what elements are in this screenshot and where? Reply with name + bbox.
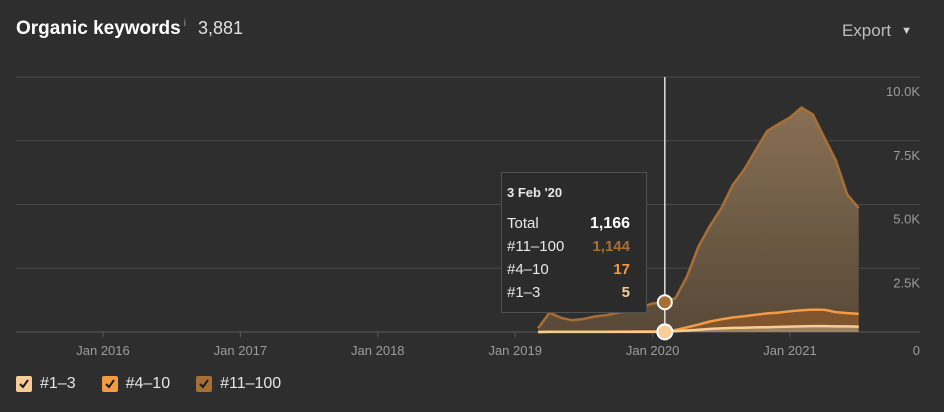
- x-tick-label: Jan 2016: [76, 343, 130, 358]
- tooltip-value: 1,166: [589, 214, 630, 232]
- area-11-100: [538, 107, 859, 332]
- keyword-count: 3,881: [197, 18, 244, 38]
- marker-11-100: [656, 294, 673, 311]
- legend-label: #11–100: [220, 375, 282, 392]
- tooltip-label: #1–3: [507, 284, 541, 301]
- x-tick-label: Jan 2018: [351, 343, 405, 358]
- page-title: Organic keywords: [16, 18, 181, 39]
- x-axis-ticks: Jan 2016 Jan 2017 Jan 2018 Jan 2019 Jan 2020…: [76, 332, 817, 358]
- info-icon[interactable]: i: [183, 18, 186, 29]
- legend-item-4-10[interactable]: #4–10: [101, 375, 171, 393]
- tooltip-row-1-3: #1–3 5: [507, 281, 630, 304]
- y-tick-label: 5.0K: [893, 212, 920, 227]
- legend-label: #1–3: [40, 375, 76, 392]
- tooltip-date: 3 Feb '20: [507, 185, 563, 200]
- legend-label: #4–10: [125, 375, 171, 392]
- legend-item-1-3[interactable]: #1–3: [16, 375, 76, 393]
- crosshair: [656, 77, 674, 341]
- y-tick-label: 2.5K: [893, 275, 920, 290]
- chart-tooltip: 3 Feb '20 Total 1,166 #11–100 1,144 #4–1…: [501, 172, 647, 313]
- y-axis-ticks: 0 2.5K 5.0K 7.5K 10.0K: [886, 84, 920, 358]
- legend-item-11-100[interactable]: #11–100: [196, 375, 281, 393]
- tooltip-label: #11–100: [507, 238, 565, 255]
- checkbox-checked-icon[interactable]: [101, 376, 118, 392]
- checkbox-checked-icon[interactable]: [196, 376, 213, 392]
- line-11-100: [537, 106, 860, 329]
- tooltip-row-11-100: #11–100 1,144: [507, 235, 630, 258]
- chart-series: [537, 106, 860, 334]
- y-tick-label: 10.0K: [886, 84, 920, 99]
- caret-down-icon: ▼: [901, 25, 912, 37]
- tooltip-value: 17: [613, 261, 630, 278]
- x-tick-label: Jan 2019: [488, 343, 542, 358]
- export-label: Export: [841, 21, 892, 40]
- export-button[interactable]: Export ▼: [842, 21, 912, 41]
- tooltip-label: Total: [507, 215, 539, 232]
- x-tick-label: Jan 2020: [626, 343, 680, 358]
- tooltip-value: 5: [621, 284, 630, 301]
- checkbox-checked-icon[interactable]: [16, 376, 32, 392]
- tooltip-label: #4–10: [507, 261, 549, 278]
- y-tick-label: 0: [913, 343, 920, 358]
- x-tick-label: Jan 2017: [214, 343, 268, 358]
- tooltip-value: 1,144: [592, 238, 630, 255]
- line-1-3: [538, 324, 859, 334]
- x-tick-label: Jan 2021: [763, 343, 817, 358]
- chart-legend: #1–3 #4–10 #11–100: [16, 375, 281, 393]
- tooltip-row-4-10: #4–10 17: [507, 258, 630, 281]
- marker-1-3: [656, 323, 674, 341]
- header: Organic keywords i 3,881: [16, 18, 243, 48]
- y-tick-label: 7.5K: [893, 148, 920, 163]
- tooltip-row-total: Total 1,166: [507, 212, 630, 235]
